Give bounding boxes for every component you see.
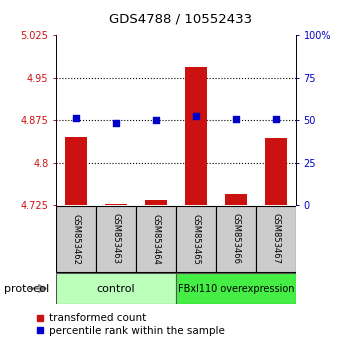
Text: GSM853465: GSM853465 [191, 213, 200, 264]
Point [273, 116, 279, 121]
Text: control: control [97, 284, 135, 293]
Text: protocol: protocol [4, 284, 49, 293]
Text: GSM853464: GSM853464 [152, 213, 161, 264]
Point [153, 117, 159, 122]
Bar [216, 206, 256, 272]
Text: GSM853467: GSM853467 [271, 213, 280, 264]
Bar [56, 273, 176, 304]
Bar [105, 204, 127, 205]
Bar [225, 194, 247, 205]
Point [113, 120, 119, 126]
Bar [56, 206, 96, 272]
Legend: transformed count, percentile rank within the sample: transformed count, percentile rank withi… [36, 313, 225, 336]
Point [73, 115, 79, 121]
Point [233, 116, 239, 121]
Bar [145, 200, 167, 205]
Bar [176, 273, 296, 304]
Text: FBxl110 overexpression: FBxl110 overexpression [178, 284, 294, 293]
Point [193, 114, 199, 119]
Text: GSM853466: GSM853466 [231, 213, 240, 264]
Text: GSM853463: GSM853463 [112, 213, 121, 264]
Bar [65, 137, 87, 205]
Text: GSM853462: GSM853462 [71, 213, 81, 264]
Text: GDS4788 / 10552433: GDS4788 / 10552433 [109, 12, 252, 25]
Bar [96, 206, 136, 272]
Bar [136, 206, 175, 272]
Bar [265, 138, 287, 205]
Bar [256, 206, 296, 272]
Bar [185, 67, 207, 205]
Bar [177, 206, 216, 272]
